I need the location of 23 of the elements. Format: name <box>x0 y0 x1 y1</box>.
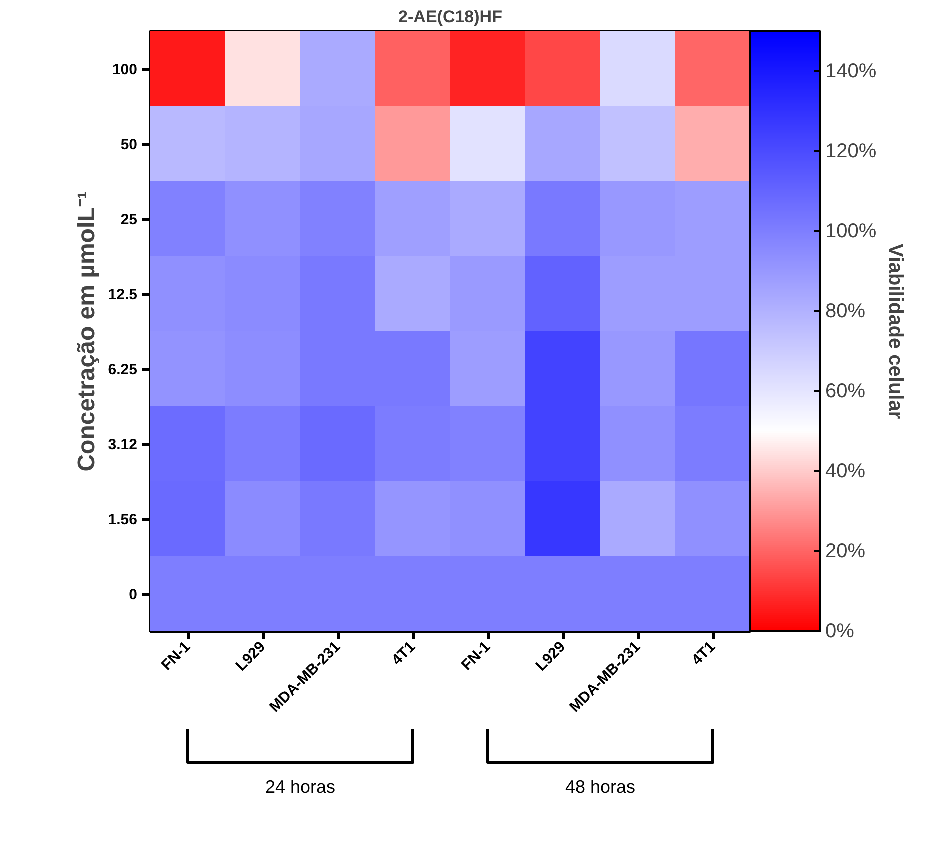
chart-title: 2-AE(C18)HF <box>398 8 502 26</box>
color-bar-label: 20% <box>826 540 866 562</box>
y-tick-label: 3.12 <box>108 436 138 454</box>
x-tick-label: 4T1 <box>388 638 420 669</box>
y-tick-label: 50 <box>120 136 138 154</box>
y-tick-label: 0 <box>129 586 138 604</box>
text: 24 horas <box>265 776 336 797</box>
y-tick-label: 1.56 <box>108 512 138 528</box>
y-tick-label: 12.5 <box>108 286 138 304</box>
y-tick-label: 25 <box>120 212 138 228</box>
text: 48 horas <box>565 776 636 797</box>
color-bar-title: Viabilidade celular <box>884 244 906 420</box>
color-bar-label: 140% <box>826 60 877 82</box>
y-tick-label: 100 <box>112 62 138 78</box>
color-bar-label: 0% <box>826 620 855 642</box>
color-bar-label: 40% <box>826 460 866 482</box>
color-bar-label: 60% <box>826 380 866 402</box>
x-tick-label: 4T1 <box>688 638 720 669</box>
color-bar-label: 120% <box>826 140 877 162</box>
y-axis-title: Concetração em µmolL⁻¹ <box>73 191 100 472</box>
color-bar-label: 100% <box>826 220 877 242</box>
color-bar-label: 80% <box>826 300 866 322</box>
y-tick-label: 6.25 <box>108 362 138 378</box>
